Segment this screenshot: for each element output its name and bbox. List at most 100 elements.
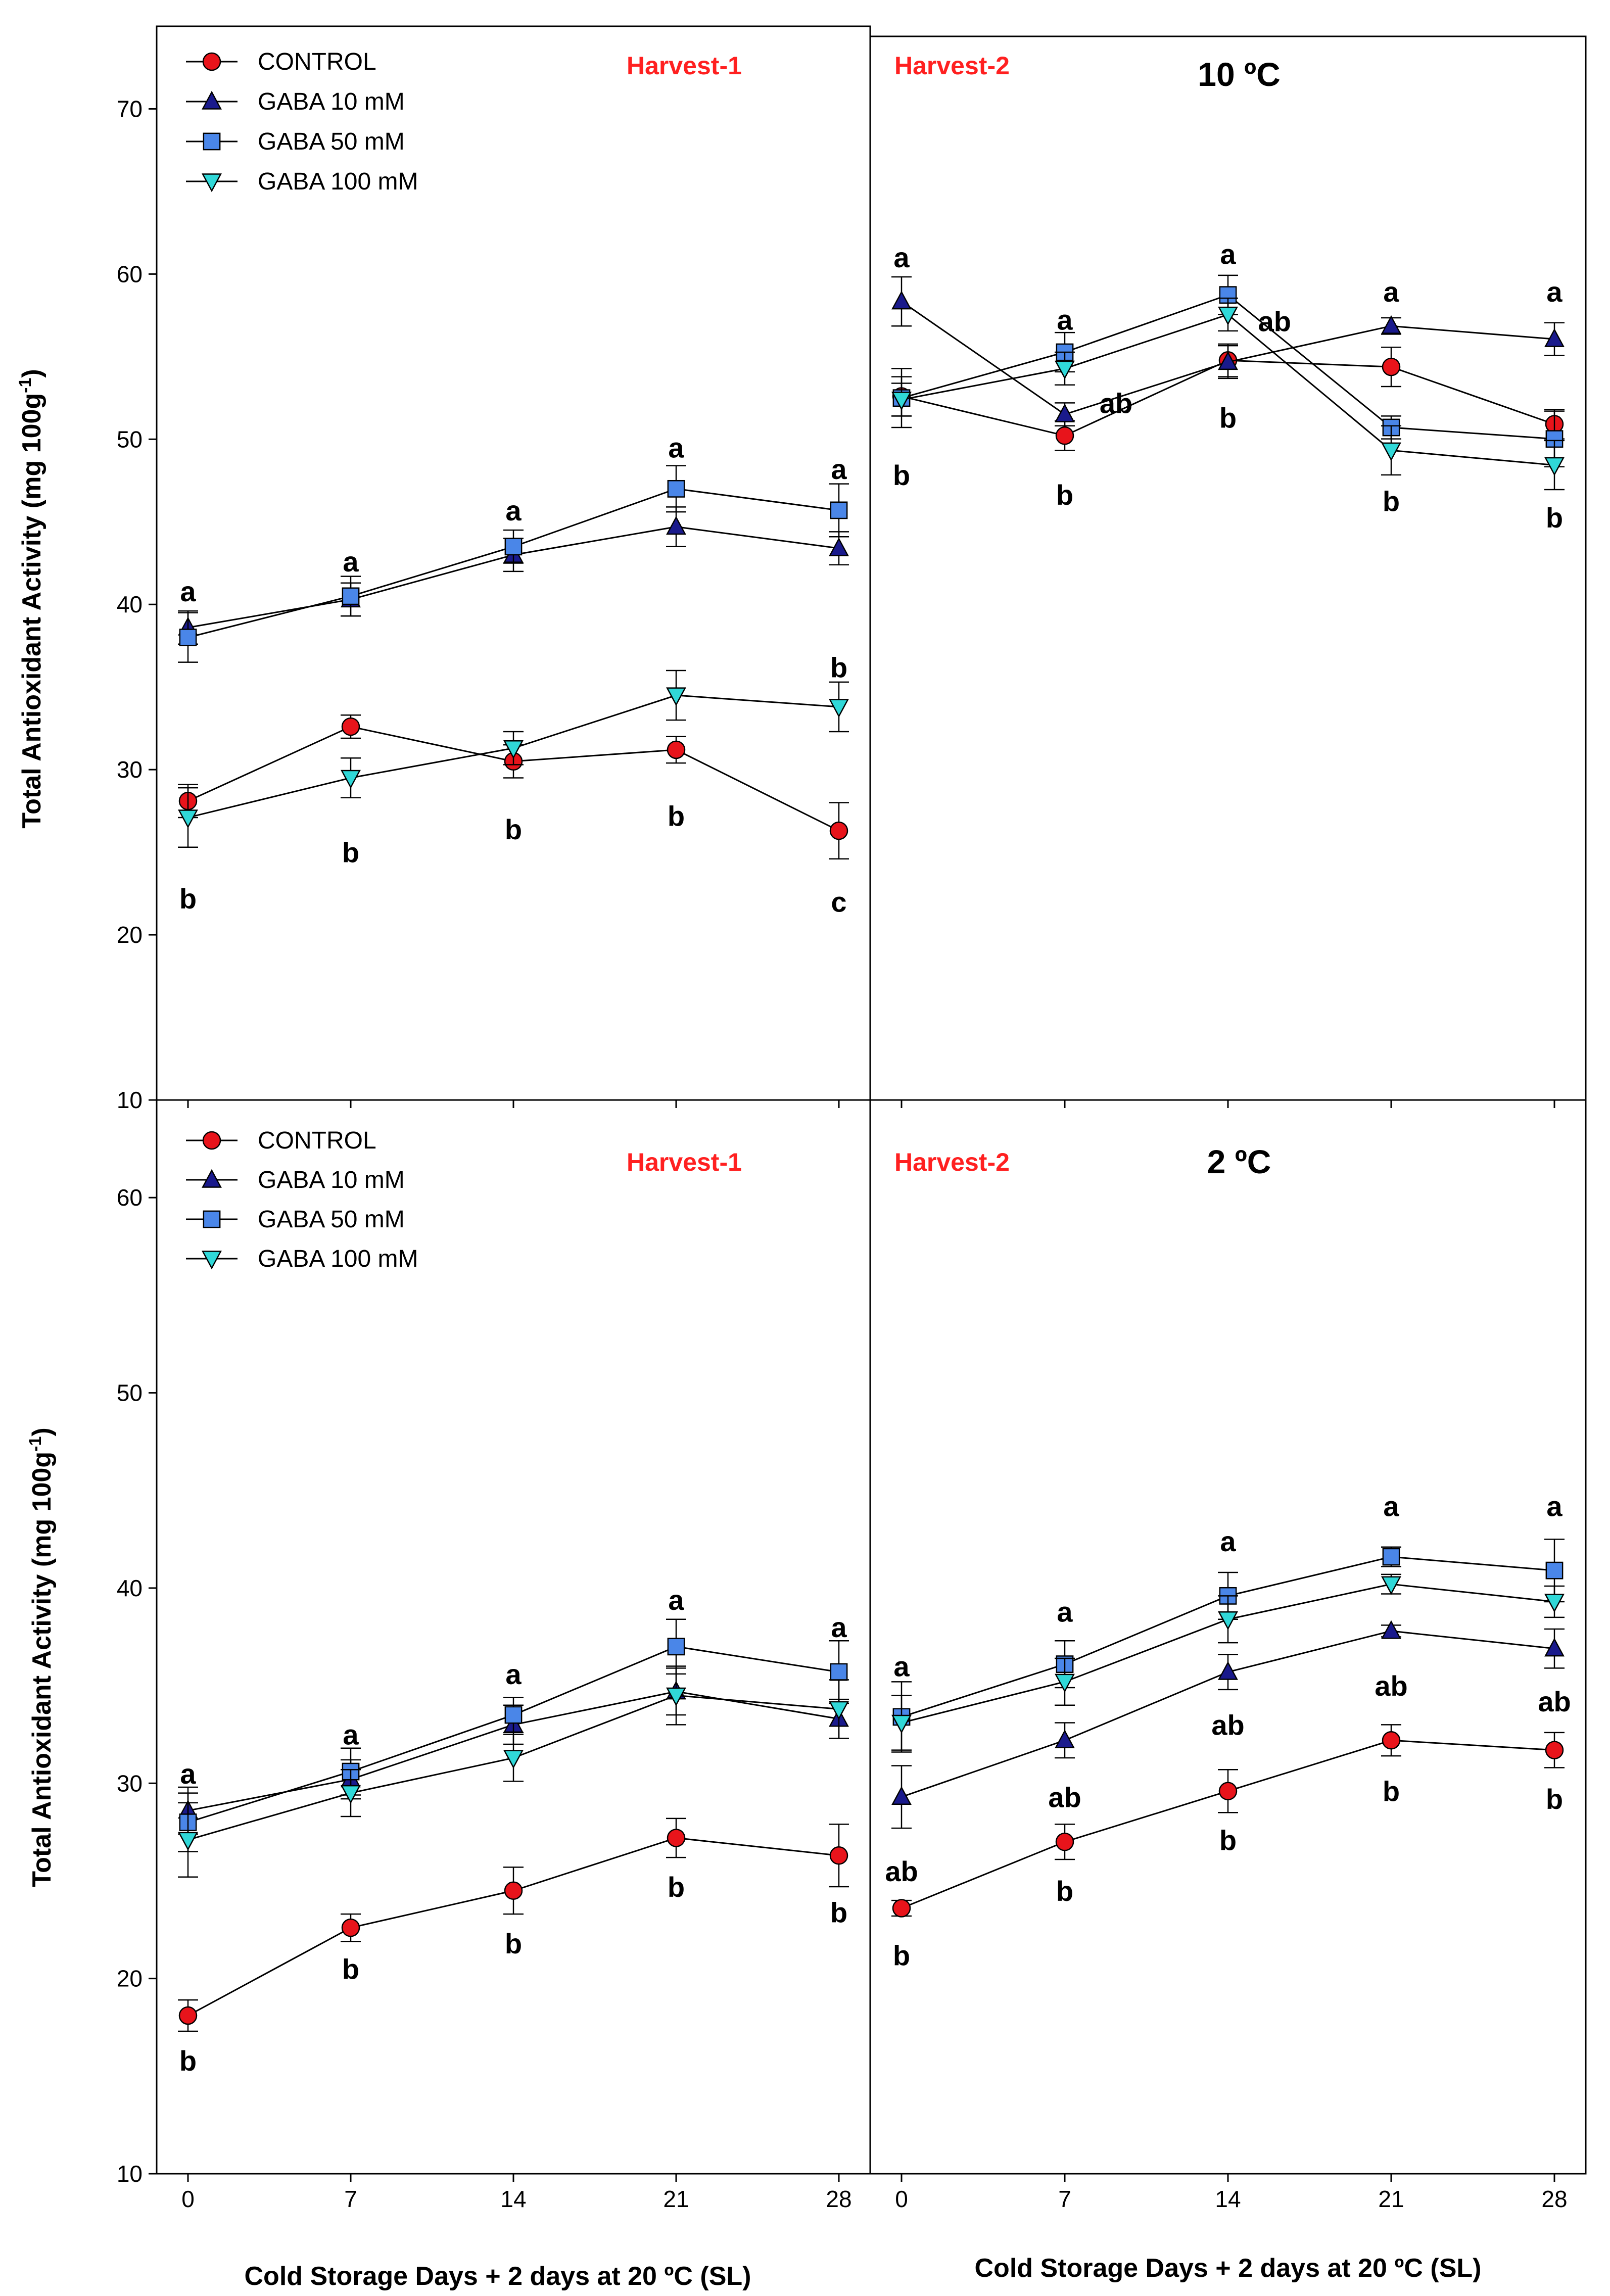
panel-top-left: 10 20 30 40 50 60 70 Harvest-1 a b a b a b a b a b c CONTRO… xyxy=(117,25,871,1113)
series-line xyxy=(187,1837,839,2017)
series-gaba-10-mm xyxy=(891,1620,1565,1829)
data-point xyxy=(503,1750,524,1769)
data-point xyxy=(1055,1832,1074,1851)
data-point xyxy=(1218,351,1238,370)
data-point xyxy=(666,687,686,706)
data-point xyxy=(829,1701,849,1720)
significance-label: b xyxy=(1546,502,1563,534)
legend-label: GABA 10 mM xyxy=(258,88,405,115)
significance-label: b xyxy=(1219,1824,1237,1856)
significance-label: b xyxy=(668,800,685,832)
y-tick-label: 50 xyxy=(117,426,143,452)
significance-label: ab xyxy=(1048,1781,1081,1813)
significance-label: a xyxy=(1057,1596,1073,1628)
x-tick-label: 21 xyxy=(1378,2186,1404,2212)
x-tick-label: 14 xyxy=(1215,2186,1241,2212)
y-tick-label: 60 xyxy=(117,261,143,287)
data-point xyxy=(1381,315,1401,334)
significance-label: b xyxy=(893,459,910,491)
significance-label: a xyxy=(1383,276,1399,308)
data-point xyxy=(891,291,912,310)
significance-label: a xyxy=(343,1719,359,1751)
significance-label: b xyxy=(179,2045,197,2077)
y-tick-label: 60 xyxy=(117,1184,143,1211)
legend-marker xyxy=(202,1169,222,1188)
harvest-label: Harvest-1 xyxy=(627,52,742,80)
significance-label: ab xyxy=(885,1855,918,1887)
significance-label: a xyxy=(505,495,522,527)
data-point xyxy=(829,699,849,718)
significance-label: a xyxy=(893,242,910,273)
data-point xyxy=(504,1706,523,1724)
x-tick-label: 7 xyxy=(344,2186,357,2212)
data-point xyxy=(1545,1561,1564,1580)
panel-frame xyxy=(869,35,1587,1101)
series-gaba-100-mm xyxy=(891,1573,1565,1751)
legend-label: GABA 50 mM xyxy=(258,128,405,155)
legend-label: CONTROL xyxy=(258,1127,376,1154)
significance-label: a xyxy=(668,1584,684,1616)
significance-label: b xyxy=(505,814,522,845)
data-point xyxy=(830,501,848,519)
data-point xyxy=(891,1714,912,1734)
significance-label: a xyxy=(1546,1491,1562,1522)
significance-label: b xyxy=(830,1896,847,1928)
significance-label: b xyxy=(342,837,359,869)
data-point xyxy=(341,1918,360,1937)
legend-label: GABA 100 mM xyxy=(258,1246,418,1272)
y-axis-title-sup: -1 xyxy=(16,378,35,393)
significance-label: a xyxy=(1220,238,1236,270)
y-tick-label: 30 xyxy=(117,756,143,783)
significance-label: b xyxy=(893,1939,910,1971)
panel-bottom-left: 10 20 30 40 50 60 0 7 14 21 28 Harvest-1 a b a b a b a b a b C… xyxy=(117,1099,871,2212)
data-point xyxy=(830,1663,848,1681)
data-point xyxy=(178,2006,198,2025)
y-tick-label: 50 xyxy=(117,1380,143,1406)
significance-label: a xyxy=(831,1611,847,1643)
temperature-label: 2 ºC xyxy=(1207,1143,1271,1180)
significance-label: b xyxy=(668,1871,685,1903)
y-axis-title-main: Total Antioxidant Activity (mg 100g xyxy=(17,393,46,829)
series-control xyxy=(178,1817,849,2032)
data-point xyxy=(1055,426,1074,445)
y-axis-title: Total Antioxidant Activity (mg 100g-1) xyxy=(26,1427,57,1887)
legend-label: CONTROL xyxy=(258,49,376,75)
legend: CONTROL GABA 10 mM GABA 50 mM GABA 100 mM xyxy=(186,1127,418,1272)
y-tick-label: 40 xyxy=(117,1575,143,1601)
significance-label: b xyxy=(1056,479,1073,511)
significance-label: b xyxy=(1383,486,1400,517)
significance-label: b xyxy=(1219,402,1237,434)
data-point xyxy=(1382,1548,1400,1566)
significance-label: a xyxy=(1057,304,1073,336)
significance-label: a xyxy=(505,1658,522,1690)
series-gaba-10-mm xyxy=(891,276,1565,427)
data-point xyxy=(892,1899,911,1918)
data-point xyxy=(1544,457,1565,476)
data-point xyxy=(1218,306,1238,325)
data-point xyxy=(1218,1661,1238,1680)
legend-marker xyxy=(203,132,221,151)
significance-label: a xyxy=(180,1758,196,1790)
data-point xyxy=(1381,1620,1401,1639)
y-axis-title: Total Antioxidant Activity (mg 100g-1) xyxy=(16,369,46,829)
harvest-label: Harvest-2 xyxy=(894,1148,1010,1176)
data-point xyxy=(341,717,360,736)
harvest-label: Harvest-1 xyxy=(627,1148,742,1176)
data-point xyxy=(1055,1673,1075,1693)
data-point xyxy=(1055,360,1075,379)
y-axis-title-close: ) xyxy=(17,369,46,377)
data-point xyxy=(1382,357,1401,376)
series-gaba-10-mm xyxy=(178,506,849,645)
y-axis-title-close: ) xyxy=(27,1427,57,1436)
x-tick-label: 28 xyxy=(826,2186,851,2212)
legend-marker xyxy=(202,1251,222,1270)
data-point xyxy=(1218,1611,1238,1631)
data-point xyxy=(178,809,198,829)
significance-label: b xyxy=(1056,1875,1073,1907)
legend-marker xyxy=(202,90,222,110)
data-point xyxy=(667,740,686,759)
y-tick-label: 20 xyxy=(117,922,143,948)
data-point xyxy=(1544,1638,1565,1657)
x-tick-label: 28 xyxy=(1541,2186,1567,2212)
